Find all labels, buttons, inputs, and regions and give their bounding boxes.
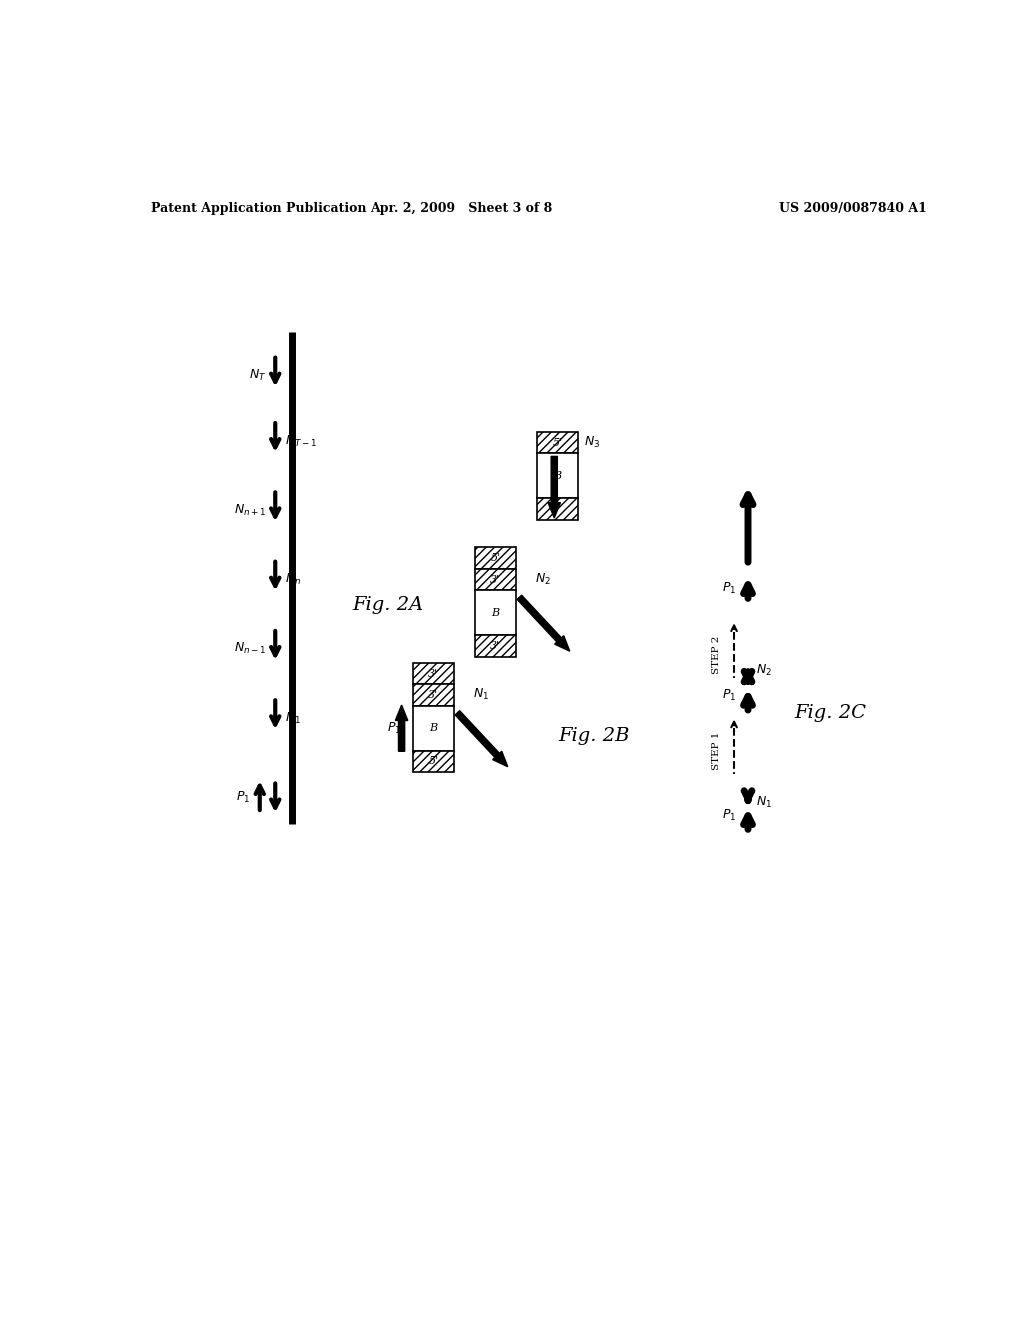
Text: US 2009/0087840 A1: US 2009/0087840 A1	[779, 202, 927, 215]
Text: $N_{T-1}$: $N_{T-1}$	[285, 433, 316, 449]
Text: $N_2$: $N_2$	[535, 572, 551, 586]
FancyArrow shape	[548, 457, 560, 517]
Bar	[538, 453, 578, 498]
Text: B: B	[553, 471, 561, 480]
Text: Apr. 2, 2009   Sheet 3 of 8: Apr. 2, 2009 Sheet 3 of 8	[370, 202, 552, 215]
Text: $N_T$: $N_T$	[249, 368, 266, 383]
Bar	[538, 498, 578, 520]
Text: B: B	[492, 607, 500, 618]
FancyArrow shape	[455, 710, 508, 767]
Text: $N_{n+1}$: $N_{n+1}$	[233, 503, 266, 517]
Bar	[414, 706, 454, 751]
FancyArrow shape	[517, 595, 569, 651]
Text: 3': 3'	[490, 574, 501, 585]
FancyArrow shape	[395, 705, 408, 751]
Text: $N_{n-1}$: $N_{n-1}$	[233, 642, 266, 656]
Bar	[475, 548, 515, 569]
Bar	[475, 569, 515, 590]
Text: Fig. 2B: Fig. 2B	[558, 727, 630, 744]
Bar	[538, 432, 578, 453]
Text: 3': 3'	[552, 504, 562, 513]
Text: $N_1$: $N_1$	[285, 710, 301, 726]
Bar	[414, 751, 454, 772]
Text: $P_1$: $P_1$	[387, 721, 401, 735]
Text: 5': 5'	[490, 553, 501, 564]
Text: 3': 3'	[490, 640, 501, 651]
Text: $P_1$: $P_1$	[722, 581, 736, 595]
Text: 3': 3'	[428, 690, 438, 700]
Text: STEP 2: STEP 2	[712, 636, 721, 675]
Text: B: B	[429, 723, 437, 733]
Text: $P_1$: $P_1$	[237, 789, 251, 805]
Text: $P_1$: $P_1$	[722, 688, 736, 704]
Text: $N_3$: $N_3$	[584, 436, 600, 450]
Bar	[414, 684, 454, 706]
Text: $P_1$: $P_1$	[722, 808, 736, 822]
Text: $N_1$: $N_1$	[756, 795, 772, 809]
Text: Fig. 2A: Fig. 2A	[352, 597, 424, 614]
Bar	[414, 663, 454, 684]
Text: STEP 1: STEP 1	[712, 733, 721, 771]
Text: 3': 3'	[428, 668, 438, 678]
Bar	[475, 635, 515, 656]
Bar	[475, 590, 515, 635]
Text: 5': 5'	[428, 756, 438, 767]
Text: $N_1$: $N_1$	[473, 686, 488, 702]
Text: $N_n$: $N_n$	[285, 572, 301, 587]
Text: Patent Application Publication: Patent Application Publication	[152, 202, 367, 215]
Text: 5': 5'	[552, 437, 562, 447]
Text: $N_2$: $N_2$	[756, 663, 772, 678]
Text: Fig. 2C: Fig. 2C	[795, 704, 866, 722]
